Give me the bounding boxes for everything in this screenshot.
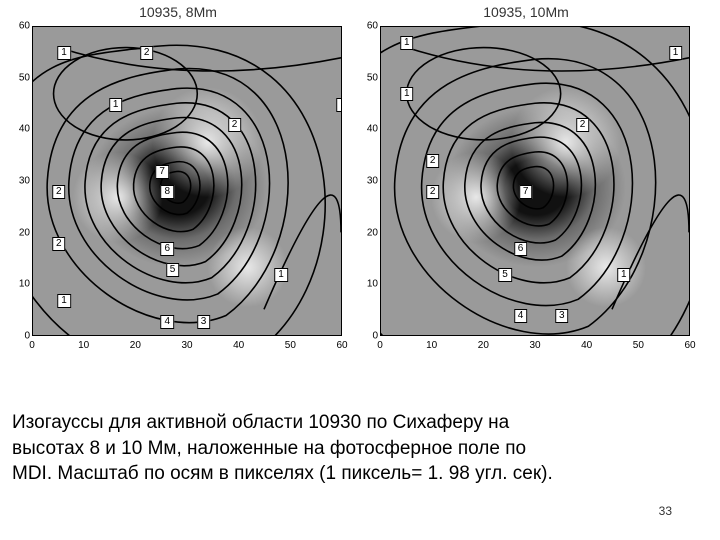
plot-frame: 1 2 1 1 2 2 7 8 2 6 5 1 1 4 3	[32, 26, 342, 336]
plot-area: 1211227826511430102030405060010203040506…	[8, 22, 348, 382]
caption-line: высотах 8 и 10 Мм, наложенные на фотосфе…	[12, 438, 526, 459]
contour-lines	[33, 27, 341, 335]
contour-level-label: 1	[617, 268, 631, 282]
contour-level-label: 1	[336, 98, 342, 112]
contour-level-label: 6	[161, 242, 175, 256]
x-tick-label: 20	[130, 340, 141, 351]
contour-level-label: 8	[161, 185, 175, 199]
figure-caption: Изогауссы для активной области 10930 по …	[12, 410, 708, 487]
x-tick-label: 20	[478, 340, 489, 351]
y-tick-label: 20	[16, 227, 30, 238]
y-tick-label: 10	[364, 279, 378, 290]
y-tick-label: 60	[16, 21, 30, 32]
x-tick-label: 10	[78, 340, 89, 351]
x-tick-label: 40	[581, 340, 592, 351]
x-tick-label: 50	[633, 340, 644, 351]
contour-level-label: 4	[514, 309, 528, 323]
contour-level-label: 2	[426, 185, 440, 199]
y-tick-label: 50	[364, 72, 378, 83]
contour-level-label: 1	[57, 294, 71, 308]
y-tick-label: 0	[364, 331, 378, 342]
x-tick-label: 0	[377, 340, 383, 351]
y-tick-label: 30	[364, 176, 378, 187]
x-tick-label: 40	[233, 340, 244, 351]
plot-frame: 1 1 1 2 2 2 7 65 1 4 3	[380, 26, 690, 336]
contour-level-label: 4	[161, 315, 175, 329]
plot-area: 11122276514301020304050600102030405060	[356, 22, 696, 382]
contour-level-label: 5	[498, 268, 512, 282]
x-tick-label: 0	[29, 340, 35, 351]
y-tick-label: 30	[16, 176, 30, 187]
x-tick-label: 60	[684, 340, 695, 351]
y-tick-label: 20	[364, 227, 378, 238]
panel-title: 10935, 8Mm	[8, 4, 348, 20]
contour-level-label: 1	[57, 46, 71, 60]
y-tick-label: 60	[364, 21, 378, 32]
contour-level-label: 7	[155, 165, 169, 179]
contour-level-label: 6	[514, 242, 528, 256]
contour-level-label: 1	[669, 46, 683, 60]
contour-level-label: 2	[228, 118, 242, 132]
contour-level-label: 2	[140, 46, 154, 60]
contour-level-label: 1	[274, 268, 288, 282]
contour-level-label: 2	[52, 185, 66, 199]
contour-level-label: 1	[400, 87, 414, 101]
caption-line: Изогауссы для активной области 10930 по …	[12, 412, 509, 433]
page-number: 33	[659, 504, 672, 518]
contour-lines	[381, 27, 689, 335]
figure-row: 10935, 8Mm121122782651143010203040506001…	[0, 0, 720, 382]
y-tick-label: 50	[16, 72, 30, 83]
contour-panel: 10935, 10Mm11122276514301020304050600102…	[356, 4, 696, 382]
x-tick-label: 60	[336, 340, 347, 351]
contour-level-label: 7	[519, 185, 533, 199]
contour-level-label: 2	[52, 237, 66, 251]
contour-panel: 10935, 8Mm121122782651143010203040506001…	[8, 4, 348, 382]
contour-level-label: 1	[109, 98, 123, 112]
y-tick-label: 0	[16, 331, 30, 342]
contour-level-label: 1	[400, 36, 414, 50]
panel-title: 10935, 10Mm	[356, 4, 696, 20]
contour-level-label: 2	[426, 154, 440, 168]
x-tick-label: 30	[181, 340, 192, 351]
contour-level-label: 5	[166, 263, 180, 277]
contour-level-label: 3	[555, 309, 569, 323]
contour-level-label: 3	[197, 315, 211, 329]
y-tick-label: 40	[16, 124, 30, 135]
y-tick-label: 40	[364, 124, 378, 135]
caption-line: MDI. Масштаб по осям в пикселях (1 пиксе…	[12, 463, 553, 484]
y-tick-label: 10	[16, 279, 30, 290]
x-tick-label: 10	[426, 340, 437, 351]
x-tick-label: 50	[285, 340, 296, 351]
contour-level-label: 2	[576, 118, 590, 132]
x-tick-label: 30	[529, 340, 540, 351]
